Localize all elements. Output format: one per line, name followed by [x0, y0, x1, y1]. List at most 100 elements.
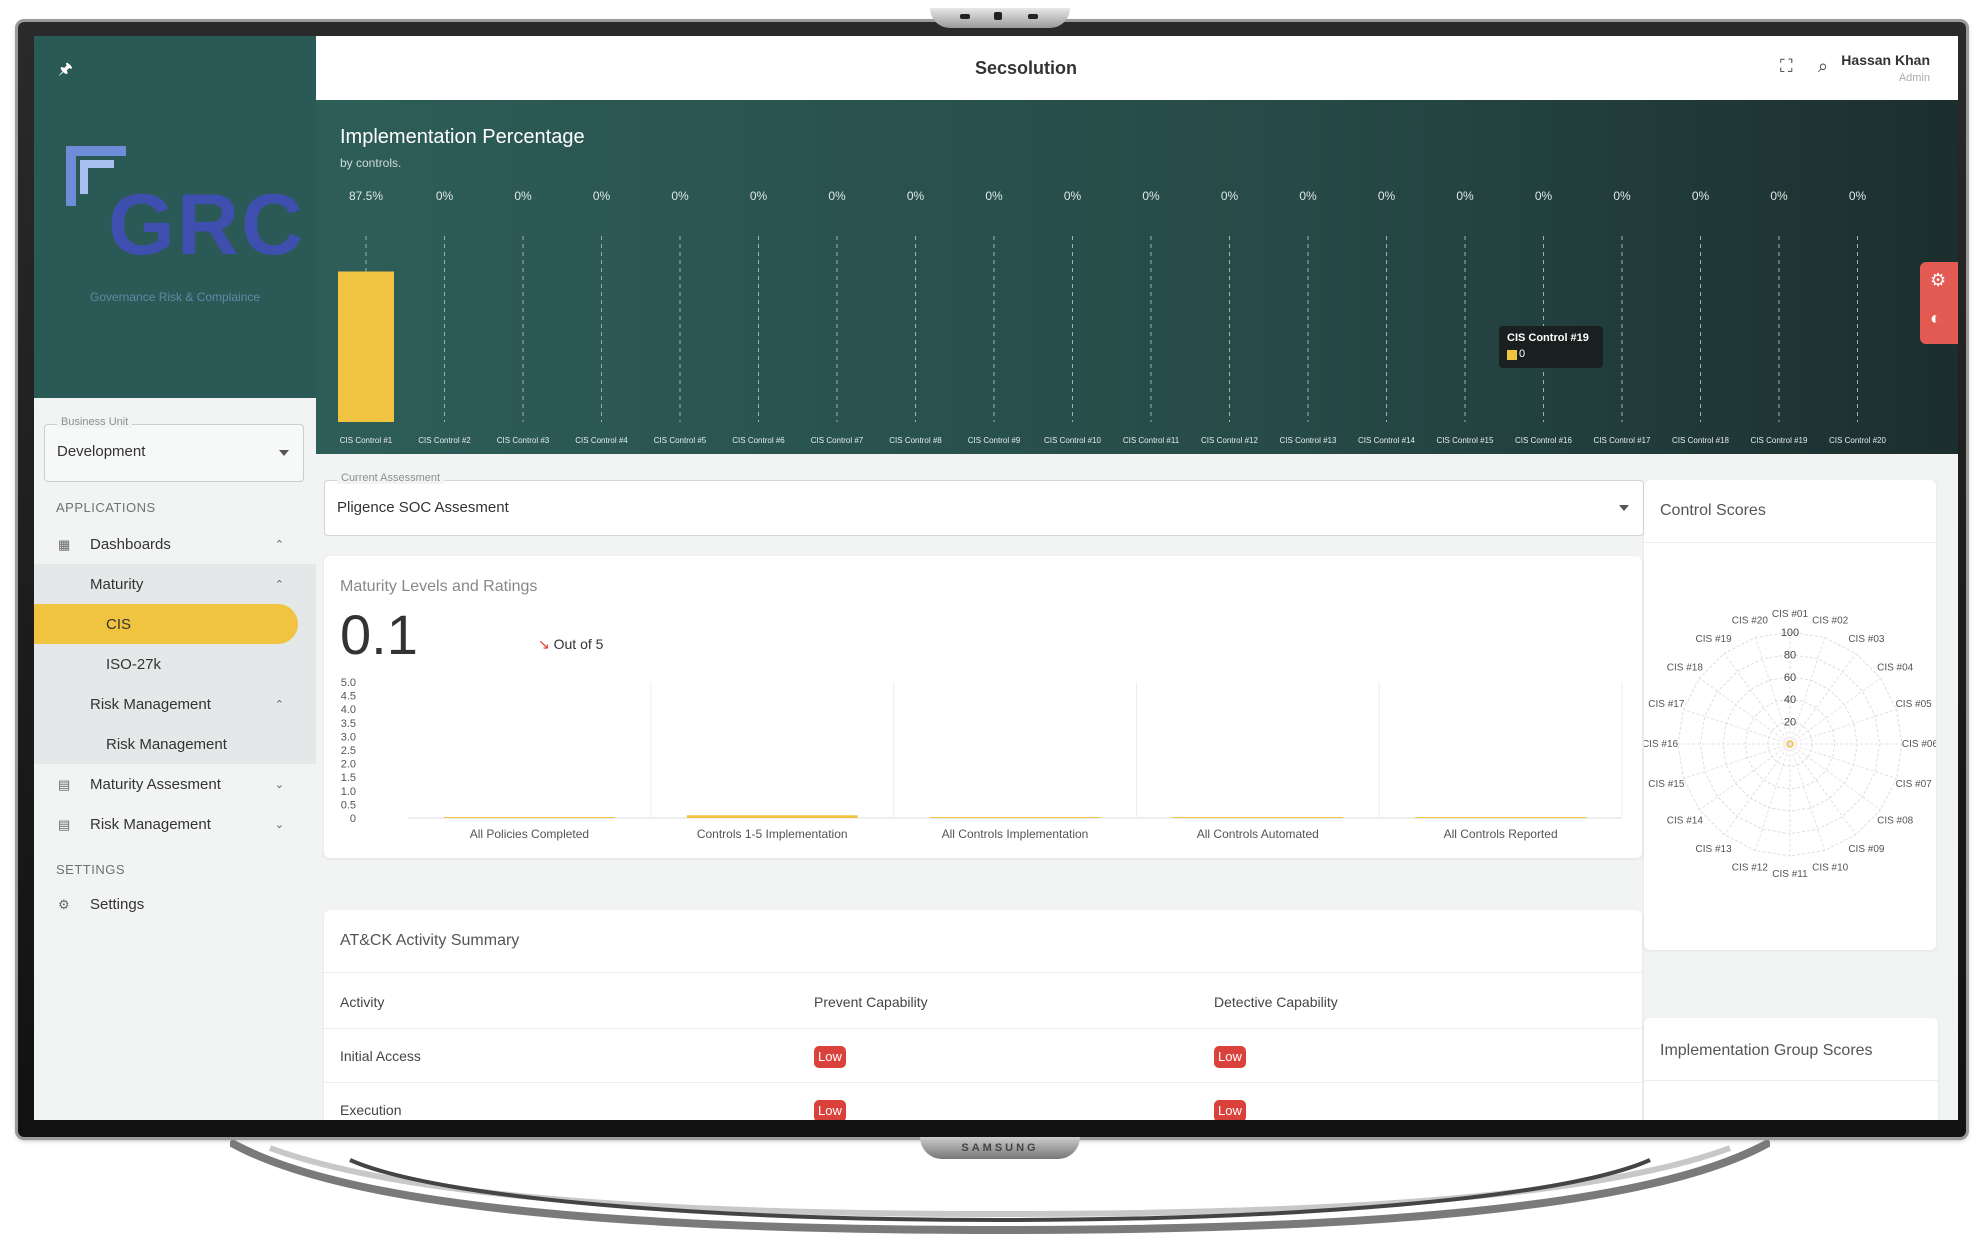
nav-iso27k[interactable]: ISO-27k	[34, 644, 316, 684]
radar-spoke	[1723, 653, 1791, 745]
radar-axis-label: CIS #20	[1732, 615, 1769, 626]
bar	[929, 817, 1101, 818]
divider	[1644, 1080, 1938, 1081]
x-tick-label: CIS Control #14	[1358, 436, 1415, 445]
nav-risk-management-group-label: Risk Management	[90, 695, 211, 713]
divider	[324, 1082, 1642, 1083]
current-assessment-value: Pligence SOC Assesment	[337, 499, 509, 516]
y-tick-label: 4.5	[341, 691, 356, 703]
bar-value-label: 0%	[750, 189, 768, 203]
x-tick-label: CIS Control #19	[1751, 436, 1808, 445]
bar-value-label: 0%	[1849, 189, 1867, 203]
nav-cis[interactable]	[34, 604, 298, 644]
x-tick-label: Controls 1-5 Implementation	[697, 827, 848, 841]
app-title: Secsolution	[974, 58, 1077, 78]
logo-subtitle: Governance Risk & Complaince	[90, 290, 261, 304]
column-header-detective: Detective Capability	[1214, 994, 1338, 1010]
x-tick-label: CIS Control #2	[418, 436, 471, 445]
bar-value-label: 0%	[1378, 189, 1396, 203]
nav-maturity[interactable]: Maturity ⌃	[34, 564, 316, 604]
maturity-card-title: Maturity Levels and Ratings	[340, 578, 538, 595]
x-tick-label: CIS Control #4	[575, 436, 628, 445]
status-badge: Low	[1214, 1046, 1246, 1068]
bar-value-label: 0%	[1299, 189, 1317, 203]
tv-stand	[230, 1140, 1770, 1235]
maturity-chart: 0 0.51.0 1.52.0 2.5 3.03.5 4.04.5 5.0 All Polic…	[341, 677, 1623, 841]
radar-axis-label: CIS #17	[1648, 699, 1685, 710]
nav-risk-management[interactable]: ▤ Risk Management ⌄	[34, 804, 316, 844]
logo-mark-icon	[66, 146, 126, 206]
sidebar: 🖈 GRC Governance Risk & Complaince Busin…	[34, 36, 316, 1120]
radar-tick-label: 20	[1784, 717, 1796, 729]
x-tick-label: All Controls Implementation	[942, 827, 1089, 841]
y-tick-label: 0.5	[341, 799, 356, 811]
chevron-up-icon: ⌃	[274, 578, 284, 591]
attack-summary-title: AT&CK Activity Summary	[340, 932, 520, 949]
y-tick-label: 5.0	[341, 677, 356, 689]
maturity-trend: ↘ Out of 5	[538, 636, 603, 653]
nav-maturity-assesment[interactable]: ▤ Maturity Assesment ⌄	[34, 764, 316, 804]
nav-maturity-assesment-label: Maturity Assesment	[90, 775, 221, 793]
nav-dashboards-label: Dashboards	[90, 535, 171, 553]
y-tick-label: 1.0	[341, 786, 356, 798]
x-tick-label: CIS Control #6	[732, 436, 785, 445]
radar-axis-label: CIS #06	[1902, 739, 1936, 750]
nav-section-applications: APPLICATIONS	[56, 500, 156, 515]
palette-icon[interactable]: ◐	[1930, 308, 1941, 328]
radar-tick-label: 100	[1781, 627, 1799, 639]
chart-icon: ▤	[58, 817, 71, 832]
nav-settings[interactable]: ⚙ Settings	[34, 884, 316, 924]
x-tick-label: CIS Control #18	[1672, 436, 1729, 445]
fullscreen-icon[interactable]: ⛶	[1780, 56, 1793, 76]
pin-icon[interactable]: 🖈	[58, 61, 73, 78]
divider	[1644, 542, 1936, 543]
nav-dashboards[interactable]: ▦ Dashboards ⌃	[34, 524, 316, 564]
bar-value-label: 0%	[1456, 189, 1474, 203]
x-tick-label: CIS Control #20	[1829, 436, 1886, 445]
radar-axis-label: CIS #16	[1644, 739, 1679, 750]
chevron-down-icon: ⌄	[274, 818, 284, 831]
tv-camera	[930, 8, 1070, 28]
implementation-chart: 87.5% CIS Control #1 0% CIS Control #2 0% CIS…	[338, 189, 1887, 445]
x-tick-label: CIS Control #16	[1515, 436, 1572, 445]
nav-maturity-label: Maturity	[90, 575, 144, 593]
bar-value-label: 0%	[985, 189, 1003, 203]
x-tick-label: All Controls Reported	[1444, 827, 1558, 841]
implementation-group-title: Implementation Group Scores	[1660, 1042, 1873, 1059]
gear-icon[interactable]: ⚙	[1930, 270, 1947, 290]
x-tick-label: CIS Control #7	[811, 436, 864, 445]
chevron-up-icon: ⌃	[274, 698, 284, 711]
radar-ring	[1744, 698, 1836, 790]
bar-value-label: 0%	[671, 189, 689, 203]
status-badge: Low	[1214, 1100, 1246, 1120]
bar-value-label: 0%	[1535, 189, 1553, 203]
radar-axis-label: CIS #01	[1772, 609, 1809, 620]
sidebar-header: 🖈 GRC Governance Risk & Complaince	[34, 36, 316, 398]
bar	[444, 817, 615, 818]
nav-cis-label: CIS	[106, 615, 132, 633]
x-tick-label: CIS Control #8	[889, 436, 942, 445]
control-scores-card: Control Scores CIS #01 CIS #02 CIS #03 CIS …	[1644, 480, 1936, 950]
business-unit-value: Development	[57, 443, 146, 460]
business-unit-select[interactable]: Business Unit Development	[44, 416, 304, 482]
radar-axis-label: CIS #18	[1667, 663, 1704, 674]
radar-tick-label: 40	[1784, 694, 1796, 706]
user-name[interactable]: Hassan Khan	[1841, 52, 1930, 68]
maturity-value: 0.1	[340, 603, 418, 666]
tooltip-swatch	[1507, 350, 1517, 360]
current-assessment-select[interactable]: Current Assessment Pligence SOC Assesmen…	[324, 472, 1644, 536]
nav-risk-management-item[interactable]: Risk Management	[34, 724, 316, 764]
y-tick-label: 4.0	[341, 704, 356, 716]
tooltip-title: CIS Control #19	[1507, 332, 1589, 344]
status-badge: Low	[814, 1100, 846, 1120]
radar-ring	[1699, 653, 1881, 835]
control-scores-title: Control Scores	[1660, 502, 1766, 519]
search-icon[interactable]: ⌕	[1818, 56, 1829, 76]
screen: 🖈 GRC Governance Risk & Complaince Busin…	[34, 36, 1958, 1120]
implementation-chart-subtitle: by controls.	[340, 156, 402, 170]
y-tick-label: 2.0	[341, 759, 356, 771]
maturity-card: Maturity Levels and Ratings 0.1 ↘ Out of…	[324, 556, 1642, 858]
x-tick-label: All Policies Completed	[470, 827, 589, 841]
nav-risk-management-group[interactable]: Risk Management ⌃	[34, 684, 316, 724]
nav-section-settings: SETTINGS	[56, 862, 126, 877]
